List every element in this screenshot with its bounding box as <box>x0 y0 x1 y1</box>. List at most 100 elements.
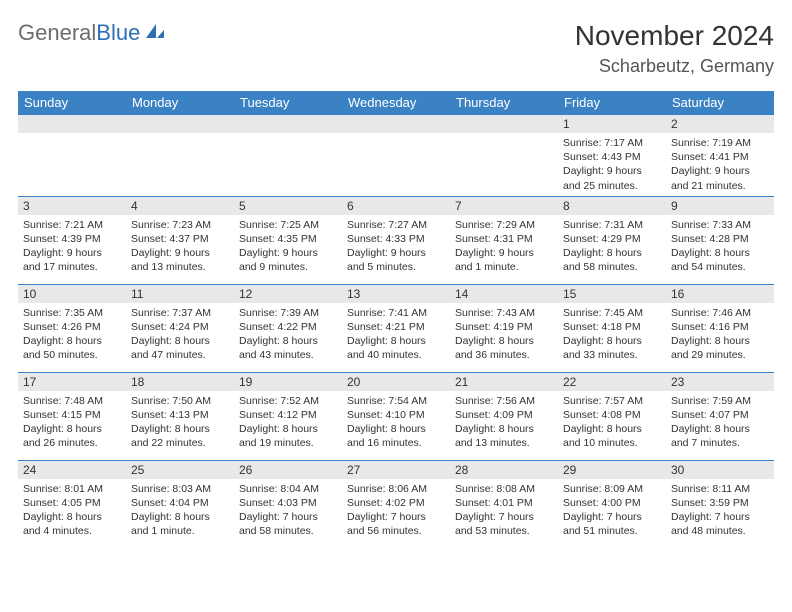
calendar-body: 1Sunrise: 7:17 AMSunset: 4:43 PMDaylight… <box>18 115 774 549</box>
calendar-day-cell: 22Sunrise: 7:57 AMSunset: 4:08 PMDayligh… <box>558 372 666 460</box>
day-number: 18 <box>126 373 234 391</box>
day-info: Sunrise: 7:57 AMSunset: 4:08 PMDaylight:… <box>558 391 666 454</box>
day-number: 1 <box>558 115 666 133</box>
calendar-day-cell: 26Sunrise: 8:04 AMSunset: 4:03 PMDayligh… <box>234 460 342 548</box>
calendar-week-row: 1Sunrise: 7:17 AMSunset: 4:43 PMDaylight… <box>18 115 774 197</box>
day-number <box>234 115 342 133</box>
calendar-day-cell: 11Sunrise: 7:37 AMSunset: 4:24 PMDayligh… <box>126 284 234 372</box>
day-number: 13 <box>342 285 450 303</box>
calendar-header-row: SundayMondayTuesdayWednesdayThursdayFrid… <box>18 91 774 115</box>
calendar-day-cell: 8Sunrise: 7:31 AMSunset: 4:29 PMDaylight… <box>558 196 666 284</box>
title-block: November 2024 Scharbeutz, Germany <box>575 20 774 77</box>
location-text: Scharbeutz, Germany <box>575 56 774 77</box>
day-info: Sunrise: 7:37 AMSunset: 4:24 PMDaylight:… <box>126 303 234 366</box>
day-number: 24 <box>18 461 126 479</box>
brand-word2: Blue <box>96 20 140 46</box>
day-info: Sunrise: 7:41 AMSunset: 4:21 PMDaylight:… <box>342 303 450 366</box>
day-number: 14 <box>450 285 558 303</box>
calendar-day-cell: 4Sunrise: 7:23 AMSunset: 4:37 PMDaylight… <box>126 196 234 284</box>
calendar-week-row: 10Sunrise: 7:35 AMSunset: 4:26 PMDayligh… <box>18 284 774 372</box>
day-info: Sunrise: 7:59 AMSunset: 4:07 PMDaylight:… <box>666 391 774 454</box>
calendar-day-cell <box>234 115 342 197</box>
calendar-day-cell: 20Sunrise: 7:54 AMSunset: 4:10 PMDayligh… <box>342 372 450 460</box>
day-number: 5 <box>234 197 342 215</box>
day-info: Sunrise: 7:31 AMSunset: 4:29 PMDaylight:… <box>558 215 666 278</box>
calendar-day-cell <box>450 115 558 197</box>
calendar-day-cell: 16Sunrise: 7:46 AMSunset: 4:16 PMDayligh… <box>666 284 774 372</box>
day-info: Sunrise: 8:11 AMSunset: 3:59 PMDaylight:… <box>666 479 774 542</box>
day-number <box>450 115 558 133</box>
sail-icon <box>144 20 166 46</box>
weekday-header: Monday <box>126 91 234 115</box>
calendar-day-cell: 7Sunrise: 7:29 AMSunset: 4:31 PMDaylight… <box>450 196 558 284</box>
month-title: November 2024 <box>575 20 774 52</box>
calendar-page: GeneralBlue November 2024 Scharbeutz, Ge… <box>0 0 792 558</box>
day-info: Sunrise: 8:08 AMSunset: 4:01 PMDaylight:… <box>450 479 558 542</box>
calendar-day-cell <box>126 115 234 197</box>
day-info: Sunrise: 7:39 AMSunset: 4:22 PMDaylight:… <box>234 303 342 366</box>
calendar-table: SundayMondayTuesdayWednesdayThursdayFrid… <box>18 91 774 548</box>
day-info: Sunrise: 7:54 AMSunset: 4:10 PMDaylight:… <box>342 391 450 454</box>
calendar-day-cell: 6Sunrise: 7:27 AMSunset: 4:33 PMDaylight… <box>342 196 450 284</box>
brand-word1: General <box>18 20 96 46</box>
day-number: 12 <box>234 285 342 303</box>
day-info: Sunrise: 8:06 AMSunset: 4:02 PMDaylight:… <box>342 479 450 542</box>
day-number: 22 <box>558 373 666 391</box>
day-number: 15 <box>558 285 666 303</box>
day-info: Sunrise: 7:21 AMSunset: 4:39 PMDaylight:… <box>18 215 126 278</box>
day-info: Sunrise: 8:09 AMSunset: 4:00 PMDaylight:… <box>558 479 666 542</box>
calendar-week-row: 3Sunrise: 7:21 AMSunset: 4:39 PMDaylight… <box>18 196 774 284</box>
day-number: 8 <box>558 197 666 215</box>
weekday-header: Sunday <box>18 91 126 115</box>
calendar-week-row: 17Sunrise: 7:48 AMSunset: 4:15 PMDayligh… <box>18 372 774 460</box>
day-number: 23 <box>666 373 774 391</box>
day-info: Sunrise: 7:45 AMSunset: 4:18 PMDaylight:… <box>558 303 666 366</box>
brand-logo: GeneralBlue <box>18 20 166 46</box>
calendar-day-cell: 23Sunrise: 7:59 AMSunset: 4:07 PMDayligh… <box>666 372 774 460</box>
day-number: 20 <box>342 373 450 391</box>
day-info: Sunrise: 7:19 AMSunset: 4:41 PMDaylight:… <box>666 133 774 196</box>
weekday-header: Thursday <box>450 91 558 115</box>
day-number: 11 <box>126 285 234 303</box>
calendar-day-cell: 25Sunrise: 8:03 AMSunset: 4:04 PMDayligh… <box>126 460 234 548</box>
calendar-day-cell: 17Sunrise: 7:48 AMSunset: 4:15 PMDayligh… <box>18 372 126 460</box>
day-number <box>342 115 450 133</box>
day-info: Sunrise: 7:50 AMSunset: 4:13 PMDaylight:… <box>126 391 234 454</box>
day-number: 30 <box>666 461 774 479</box>
calendar-day-cell: 28Sunrise: 8:08 AMSunset: 4:01 PMDayligh… <box>450 460 558 548</box>
day-number <box>126 115 234 133</box>
calendar-day-cell: 29Sunrise: 8:09 AMSunset: 4:00 PMDayligh… <box>558 460 666 548</box>
calendar-day-cell <box>342 115 450 197</box>
calendar-day-cell: 21Sunrise: 7:56 AMSunset: 4:09 PMDayligh… <box>450 372 558 460</box>
day-info: Sunrise: 7:48 AMSunset: 4:15 PMDaylight:… <box>18 391 126 454</box>
calendar-day-cell: 9Sunrise: 7:33 AMSunset: 4:28 PMDaylight… <box>666 196 774 284</box>
day-number: 17 <box>18 373 126 391</box>
day-info: Sunrise: 8:01 AMSunset: 4:05 PMDaylight:… <box>18 479 126 542</box>
calendar-day-cell: 1Sunrise: 7:17 AMSunset: 4:43 PMDaylight… <box>558 115 666 197</box>
day-number: 26 <box>234 461 342 479</box>
day-info: Sunrise: 7:25 AMSunset: 4:35 PMDaylight:… <box>234 215 342 278</box>
day-number: 25 <box>126 461 234 479</box>
calendar-day-cell: 30Sunrise: 8:11 AMSunset: 3:59 PMDayligh… <box>666 460 774 548</box>
day-number: 16 <box>666 285 774 303</box>
day-number: 28 <box>450 461 558 479</box>
day-info: Sunrise: 7:43 AMSunset: 4:19 PMDaylight:… <box>450 303 558 366</box>
calendar-day-cell: 27Sunrise: 8:06 AMSunset: 4:02 PMDayligh… <box>342 460 450 548</box>
weekday-header: Tuesday <box>234 91 342 115</box>
day-number: 10 <box>18 285 126 303</box>
day-info: Sunrise: 8:03 AMSunset: 4:04 PMDaylight:… <box>126 479 234 542</box>
day-number: 3 <box>18 197 126 215</box>
page-header: GeneralBlue November 2024 Scharbeutz, Ge… <box>18 20 774 77</box>
weekday-header: Wednesday <box>342 91 450 115</box>
day-number: 9 <box>666 197 774 215</box>
day-number: 4 <box>126 197 234 215</box>
day-info: Sunrise: 7:29 AMSunset: 4:31 PMDaylight:… <box>450 215 558 278</box>
day-info: Sunrise: 7:33 AMSunset: 4:28 PMDaylight:… <box>666 215 774 278</box>
calendar-day-cell: 15Sunrise: 7:45 AMSunset: 4:18 PMDayligh… <box>558 284 666 372</box>
calendar-day-cell: 13Sunrise: 7:41 AMSunset: 4:21 PMDayligh… <box>342 284 450 372</box>
calendar-day-cell: 14Sunrise: 7:43 AMSunset: 4:19 PMDayligh… <box>450 284 558 372</box>
day-number <box>18 115 126 133</box>
day-info: Sunrise: 7:46 AMSunset: 4:16 PMDaylight:… <box>666 303 774 366</box>
day-number: 6 <box>342 197 450 215</box>
calendar-day-cell: 18Sunrise: 7:50 AMSunset: 4:13 PMDayligh… <box>126 372 234 460</box>
